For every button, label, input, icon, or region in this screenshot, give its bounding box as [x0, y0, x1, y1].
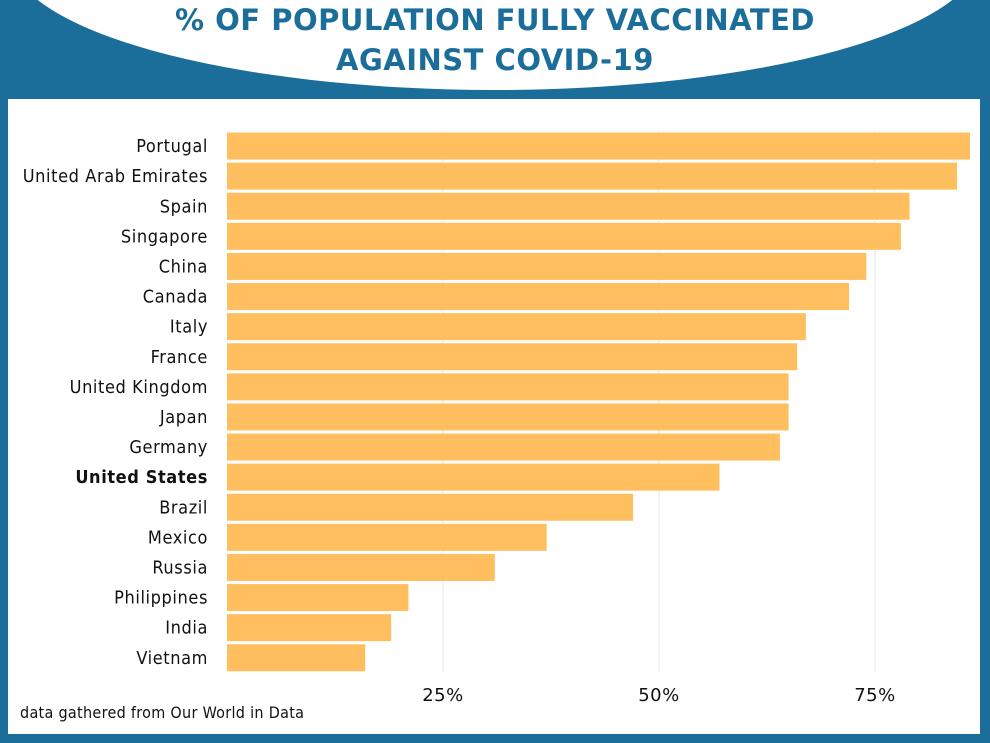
- bar-united-arab-emirates: [227, 162, 958, 190]
- title-line-2: AGAINST COVID-19: [336, 43, 654, 77]
- bar-france: [227, 343, 798, 371]
- bar-china: [227, 252, 867, 280]
- bars: [227, 132, 970, 672]
- bar-chart: Portugal United Arab Emirates Spain Singapo…: [23, 131, 970, 706]
- category-label: United Arab Emirates: [23, 166, 208, 187]
- title-line-1: % OF POPULATION FULLY VACCINATED: [175, 3, 815, 37]
- bar-brazil: [227, 493, 634, 521]
- x-tick-label: 25%: [422, 685, 464, 706]
- category-label: India: [165, 618, 208, 639]
- grid-lines: [442, 131, 876, 673]
- bar-russia: [227, 553, 495, 581]
- category-label: France: [151, 347, 208, 368]
- x-tick-label: 75%: [854, 685, 896, 706]
- category-label: Singapore: [121, 226, 208, 247]
- category-label: China: [159, 256, 208, 277]
- category-label: Portugal: [136, 136, 208, 157]
- x-tick-label: 50%: [638, 685, 680, 706]
- category-label: United States: [75, 467, 208, 488]
- bar-germany: [227, 433, 780, 461]
- bar-singapore: [227, 222, 901, 250]
- category-label: Canada: [143, 287, 208, 308]
- category-label: Spain: [160, 196, 208, 217]
- category-label: Germany: [129, 437, 208, 458]
- category-label: Italy: [170, 317, 208, 338]
- bar-vietnam: [227, 644, 366, 672]
- x-axis-ticks: 25% 50% 75%: [422, 685, 895, 706]
- category-label: Japan: [159, 407, 208, 428]
- category-label: Mexico: [148, 527, 208, 548]
- bar-united-kingdom: [227, 373, 789, 401]
- category-labels: Portugal United Arab Emirates Spain Singapo…: [23, 136, 208, 669]
- bar-spain: [227, 192, 910, 220]
- bar-mexico: [227, 523, 547, 551]
- bar-japan: [227, 403, 789, 431]
- chart-panel: Portugal United Arab Emirates Spain Singapo…: [8, 99, 980, 734]
- bar-united-states: [227, 463, 720, 491]
- bar-canada: [227, 283, 850, 311]
- bar-portugal: [227, 132, 970, 160]
- chart-title: % OF POPULATION FULLY VACCINATED AGAINST…: [0, 0, 990, 80]
- source-note: data gathered from Our World in Data: [20, 703, 305, 722]
- bar-india: [227, 614, 392, 642]
- category-label: United Kingdom: [70, 377, 208, 398]
- category-label: Vietnam: [136, 648, 208, 669]
- bar-italy: [227, 313, 806, 341]
- category-label: Brazil: [159, 497, 208, 518]
- category-label: Russia: [152, 557, 208, 578]
- category-label: Philippines: [114, 588, 208, 609]
- bar-philippines: [227, 584, 409, 612]
